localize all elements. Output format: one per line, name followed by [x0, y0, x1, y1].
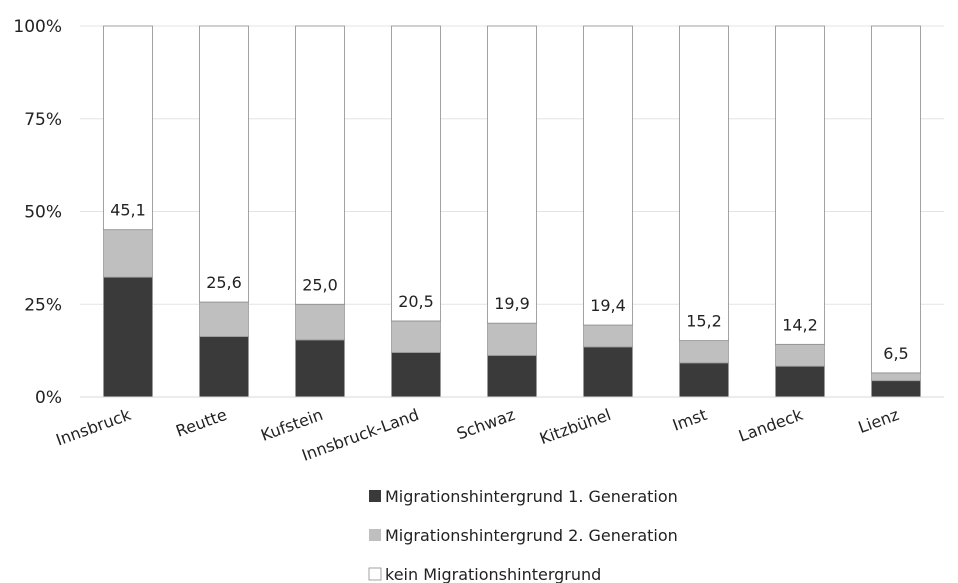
bar-segment — [775, 25, 825, 345]
bar-segment — [775, 343, 825, 367]
bar-segment — [487, 322, 537, 356]
data-label: 19,9 — [494, 294, 530, 313]
bar-segment — [391, 352, 441, 398]
x-tick-label: Imst — [670, 405, 709, 435]
data-label: 45,1 — [110, 201, 146, 220]
bar-segment — [295, 25, 345, 305]
bar-segment — [199, 25, 249, 303]
bar-segment — [583, 324, 633, 348]
data-label: 15,2 — [686, 312, 722, 331]
bar-segment — [871, 25, 921, 374]
bar-segment — [679, 340, 729, 364]
legend-swatch — [369, 490, 381, 502]
x-tick-label: Kitzbühel — [537, 405, 613, 448]
bar-segment — [103, 25, 153, 231]
bar-segment — [775, 365, 825, 398]
legend-label: kein Migrationshintergrund — [385, 565, 601, 583]
bar-segment — [487, 25, 537, 324]
x-tick-label: Lienz — [856, 405, 902, 437]
bar-segment — [679, 25, 729, 342]
data-label: 25,6 — [206, 273, 242, 292]
y-axis-ticks: 0% 25% 50% 75% 100% — [13, 17, 62, 408]
bar-segment — [583, 346, 633, 398]
legend: Migrationshintergrund 1. Generation Migra… — [368, 487, 678, 583]
bar-segment — [103, 229, 153, 278]
data-label: 14,2 — [782, 315, 818, 334]
data-label: 20,5 — [398, 292, 434, 311]
bar-segment — [199, 301, 249, 337]
data-label: 19,4 — [590, 296, 626, 315]
legend-label: Migrationshintergrund 2. Generation — [385, 526, 678, 545]
bar-segment — [103, 276, 153, 398]
x-tick-label: Innsbruck — [53, 405, 134, 450]
bar-segment — [391, 25, 441, 322]
legend-swatch — [368, 567, 382, 581]
y-tick-label: 25% — [24, 295, 62, 315]
legend-swatch — [369, 529, 381, 541]
data-labels: 45,1 25,6 25,0 20,5 19,9 19,4 15,2 14,2 6,5 — [110, 201, 909, 363]
bar-segment — [583, 25, 633, 326]
bar-segment — [871, 380, 921, 398]
bars — [103, 25, 921, 398]
y-tick-label: 100% — [13, 17, 62, 37]
bar-segment — [487, 355, 537, 398]
bar-segment — [871, 372, 921, 382]
x-tick-label: Landeck — [736, 405, 806, 446]
y-tick-label: 0% — [35, 388, 62, 408]
data-label: 6,5 — [883, 344, 908, 363]
y-tick-label: 50% — [24, 203, 62, 223]
bar-segment — [295, 303, 345, 341]
legend-label: Migrationshintergrund 1. Generation — [385, 487, 678, 506]
bar-segment — [199, 336, 249, 398]
y-tick-label: 75% — [24, 110, 62, 130]
bar-segment — [295, 339, 345, 398]
bar-segment — [679, 362, 729, 398]
bar-segment — [391, 320, 441, 353]
x-tick-label: Kufstein — [258, 405, 325, 445]
data-label: 25,0 — [302, 275, 338, 294]
x-tick-label: Schwaz — [454, 405, 517, 444]
x-tick-label: Reutte — [173, 405, 229, 441]
